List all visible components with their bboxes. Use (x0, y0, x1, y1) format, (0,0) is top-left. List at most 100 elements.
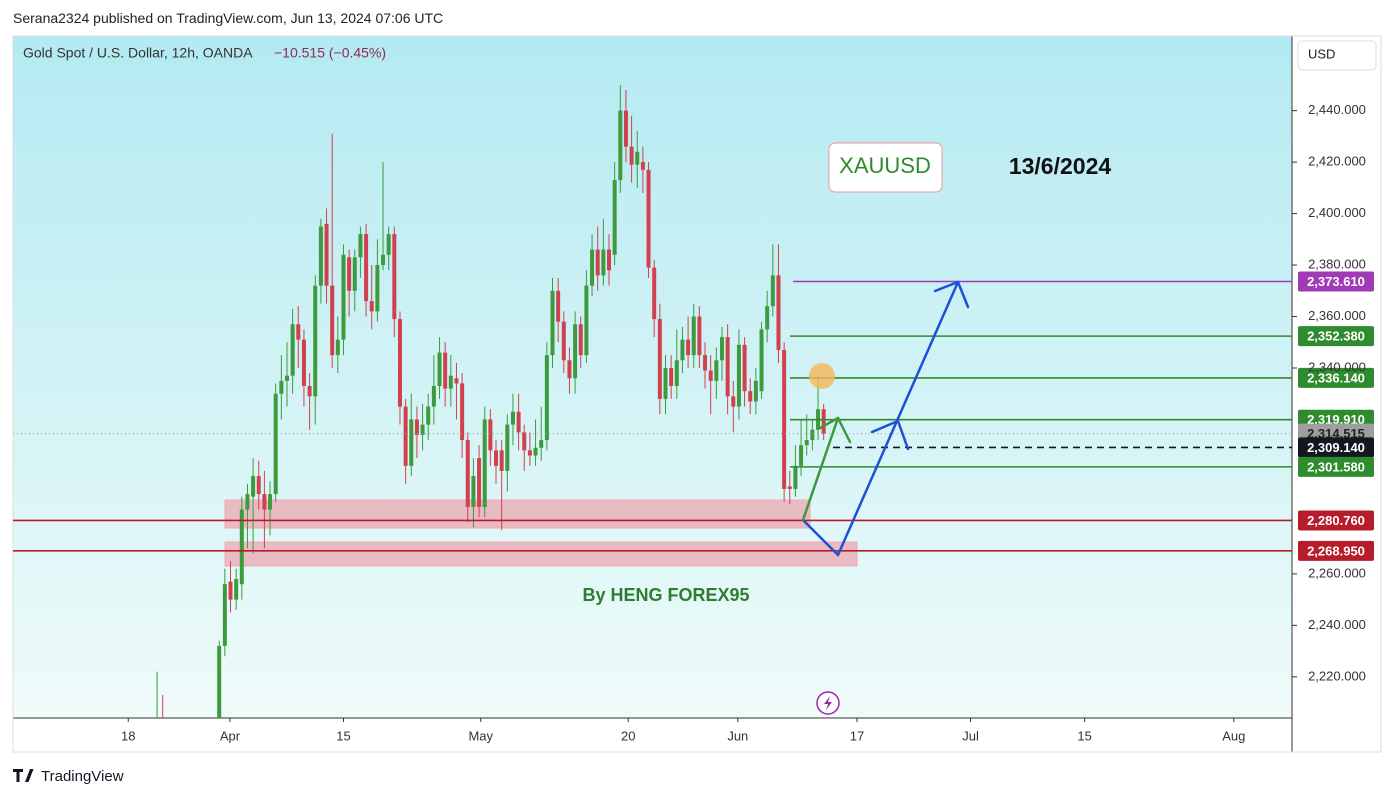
plot-background (13, 36, 1292, 718)
candle-body (178, 764, 182, 774)
candle-body (516, 411, 521, 433)
y-tick-label: 2,400.000 (1308, 205, 1366, 220)
candle-body (341, 254, 346, 340)
candle-body (510, 411, 515, 425)
x-tick-label: Apr (220, 728, 241, 743)
candle-body (448, 375, 453, 389)
symbol: Gold Spot / U.S. Dollar, 12h, OANDA (23, 45, 253, 61)
candle-body (358, 234, 363, 258)
level-label-box (1298, 510, 1374, 531)
candle-body (736, 344, 741, 407)
candle-body (725, 337, 730, 397)
y-tick-label: 2,260.000 (1308, 565, 1366, 580)
annotation-box (828, 142, 943, 193)
change: −10.515 (−0.45%) (274, 45, 386, 61)
candle-body (550, 290, 555, 356)
level-label-box (1298, 326, 1374, 347)
candle-body (714, 360, 719, 381)
candle-body (590, 249, 595, 286)
candle-body (753, 380, 758, 402)
candle-body (234, 579, 239, 600)
candle-body (437, 352, 442, 387)
candle-body (426, 406, 431, 425)
candle-body (347, 257, 352, 291)
x-tick-label: Jul (962, 728, 979, 743)
candle-body (663, 367, 668, 399)
candle-body (601, 249, 606, 276)
candle-body (691, 316, 696, 356)
candle-body (301, 339, 306, 387)
candle-body (482, 419, 487, 507)
candle-body (686, 339, 691, 356)
candle-body (657, 319, 662, 399)
x-tick-label: May (468, 728, 493, 743)
candle-body (494, 450, 499, 466)
arrow-head (818, 416, 852, 444)
candle-body (166, 780, 170, 790)
candle-body (284, 375, 289, 381)
candle-body (533, 447, 538, 456)
candle-body (183, 764, 187, 772)
candle-body (618, 110, 623, 181)
candle-body (635, 151, 640, 165)
annotation: XAUUSD (839, 153, 931, 178)
candle-body (765, 306, 770, 330)
candle-body (697, 316, 702, 356)
currency-button[interactable] (1297, 40, 1377, 71)
candle-body (612, 180, 617, 255)
level-label: 2,336.140 (1307, 370, 1365, 385)
candle-body (352, 257, 357, 291)
candle-body (770, 275, 775, 307)
candle-body (217, 645, 222, 718)
y-tick-label: 2,240.000 (1308, 617, 1366, 632)
candle-body (375, 265, 380, 312)
candle-body (669, 367, 674, 387)
candle-body (680, 339, 685, 361)
support-zone (224, 541, 858, 567)
candle-body (256, 476, 261, 495)
candle-body (364, 234, 369, 302)
price-axis (1292, 36, 1381, 752)
candle-body (273, 393, 278, 495)
projection-arrow (801, 280, 960, 557)
candle-body (708, 370, 713, 381)
candle-body (251, 476, 256, 497)
candle-body (821, 409, 826, 434)
candle-body (403, 406, 408, 466)
y-tick-label: 2,440.000 (1308, 102, 1366, 117)
candle-body (505, 424, 510, 471)
candle-body (172, 775, 176, 790)
candle-body (155, 769, 159, 784)
candle-body (488, 419, 493, 451)
candle-body (460, 383, 465, 441)
y-tick-label: 2,340.000 (1308, 359, 1366, 374)
candle-body (561, 321, 566, 361)
candle-body (239, 509, 244, 585)
annotation: 13/6/2024 (1009, 153, 1112, 179)
footer: TradingView (41, 768, 124, 785)
candle-body (804, 440, 809, 446)
candle-body (381, 254, 386, 266)
candle-body (544, 355, 549, 441)
level-label: 2,319.910 (1307, 412, 1365, 427)
logo (13, 769, 34, 782)
candle-body (527, 450, 532, 456)
x-tick-label: 15 (336, 728, 350, 743)
candle-body (646, 169, 651, 268)
candle-body (392, 234, 397, 320)
candle-body (578, 324, 583, 356)
candle-body (189, 759, 193, 772)
candle-body (742, 344, 747, 392)
x-tick-label: Jun (727, 728, 748, 743)
candle-body (499, 450, 504, 471)
candle-body (640, 162, 645, 170)
candle-body (477, 458, 482, 507)
candle-body (584, 285, 589, 356)
annotation: By HENG FOREX95 (582, 585, 749, 605)
support-zone (224, 499, 811, 529)
candle-body (799, 445, 804, 466)
level-label: 2,309.140 (1307, 440, 1365, 455)
level-label-box (1298, 437, 1374, 458)
zones (224, 499, 858, 567)
level-label: 2,268.950 (1307, 543, 1365, 558)
